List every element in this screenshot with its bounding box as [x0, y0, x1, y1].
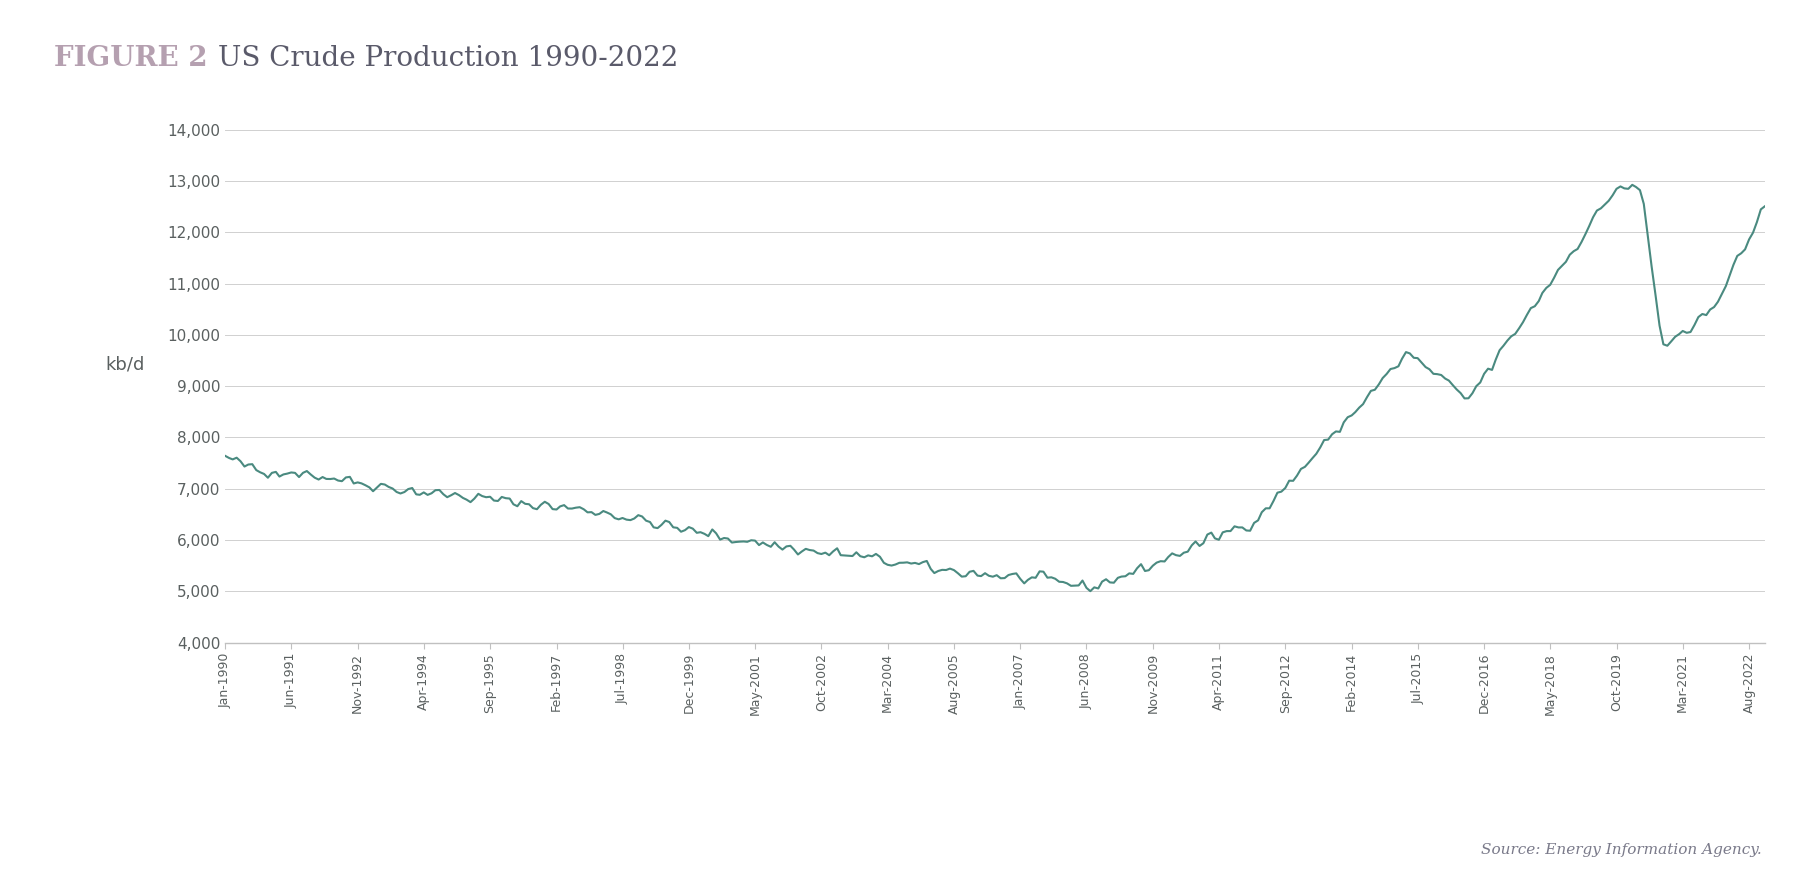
Y-axis label: kb/d: kb/d: [105, 355, 145, 373]
Text: Source: Energy Information Agency.: Source: Energy Information Agency.: [1480, 844, 1762, 857]
Text: FIGURE 2: FIGURE 2: [54, 44, 209, 71]
Text: US Crude Production 1990-2022: US Crude Production 1990-2022: [218, 44, 679, 71]
